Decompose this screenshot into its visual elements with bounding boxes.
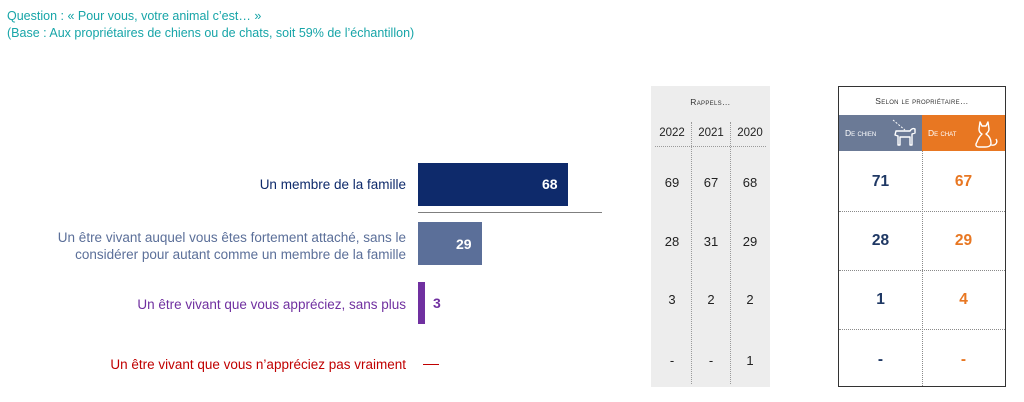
bar-attache	[418, 222, 482, 265]
header-de-chat-label: De chat	[928, 128, 957, 138]
cat-icon	[975, 121, 998, 148]
year-2020: 2020	[737, 127, 763, 139]
owner-title: Selon le propriétaire…	[875, 96, 969, 106]
rappels-panel: Rappels… 2022 2021 2020 69 67 68 28 31 2…	[651, 86, 770, 387]
header-de-chien: De chien	[839, 115, 922, 151]
bar-value-famille: 68	[542, 176, 558, 192]
category-label-famille: Un membre de la famille	[259, 177, 406, 192]
rappels-cell: 69	[664, 175, 680, 190]
rappels-cell: -	[708, 353, 714, 368]
owner-col-divider	[922, 151, 923, 386]
rappels-cell: 68	[742, 175, 758, 190]
category-label-pas-vraiment: Un être vivant que vous n’appréciez pas …	[110, 357, 406, 372]
category-label-apprecie: Un être vivant que vous appréciez, sans …	[137, 297, 406, 312]
dash-marker-pas-vraiment	[423, 364, 439, 365]
owner-cell-cat: 4	[959, 291, 968, 308]
bar-famille	[418, 163, 568, 206]
owner-cell-cat: -	[960, 351, 967, 368]
owner-cell-dog: 71	[871, 173, 890, 190]
rappels-cell: 28	[664, 234, 680, 249]
question-header: Question : « Pour vous, votre animal c’e…	[7, 8, 414, 42]
base-text: (Base : Aux propriétaires de chiens ou d…	[7, 26, 415, 40]
owner-cell-dog: 1	[876, 291, 885, 308]
owner-panel: Selon le propriétaire… De chien De chat …	[838, 86, 1006, 387]
year-2021: 2021	[698, 127, 724, 139]
header-de-chien-label: De chien	[845, 128, 877, 138]
rappels-cell: 3	[668, 292, 676, 307]
separator-line	[418, 212, 602, 213]
owner-cell-dog: 28	[871, 232, 890, 249]
rappels-cell: 29	[742, 234, 758, 249]
rappels-cell: 1	[746, 353, 754, 368]
rappels-col-divider	[730, 122, 731, 384]
header-de-chat: De chat	[922, 115, 1005, 151]
rappels-col-divider	[691, 122, 692, 384]
rappels-divider	[655, 146, 766, 147]
rappels-cell: 2	[707, 292, 715, 307]
rappels-cell: 31	[703, 234, 719, 249]
rappels-title: Rappels…	[690, 97, 731, 107]
bar-apprecie	[418, 282, 425, 324]
owner-cell-dog: -	[877, 351, 884, 368]
question-text: Question : « Pour vous, votre animal c’e…	[7, 9, 262, 23]
rappels-cell: 67	[703, 175, 719, 190]
bar-value-apprecie: 3	[433, 295, 441, 311]
dog-on-leash-icon	[892, 119, 916, 146]
year-2022: 2022	[659, 127, 685, 139]
rappels-cell: -	[669, 353, 675, 368]
category-label-attache: Un être vivant auquel vous êtes fortemen…	[57, 230, 406, 262]
bar-value-attache: 29	[456, 236, 472, 252]
owner-cell-cat: 67	[954, 173, 973, 190]
owner-cell-cat: 29	[954, 232, 973, 249]
rappels-cell: 2	[746, 292, 754, 307]
